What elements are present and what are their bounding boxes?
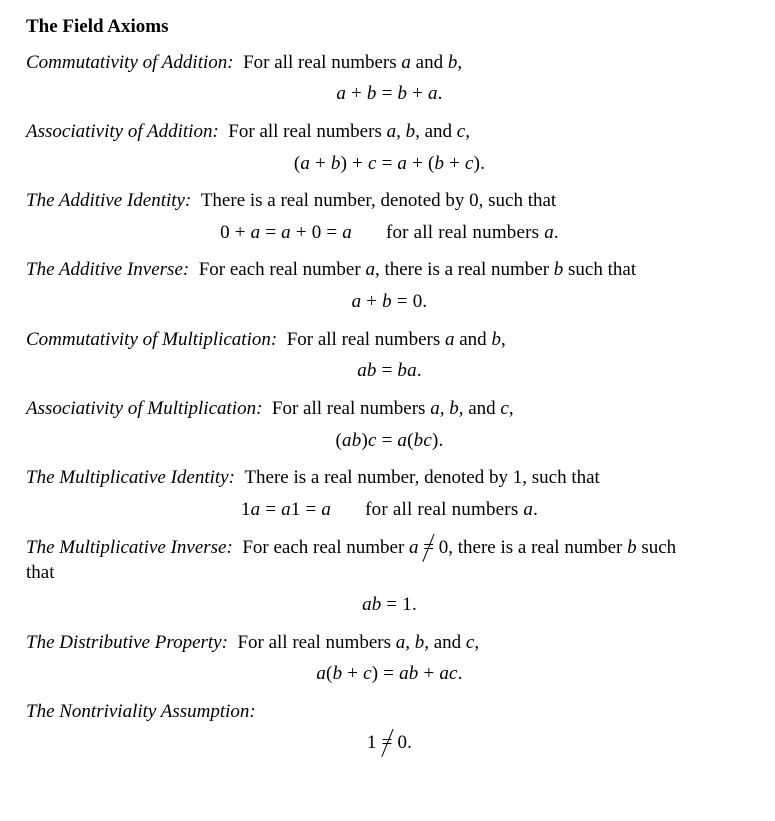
vars-abc: a, b, [430,398,463,419]
neq-symbol: = [382,730,393,756]
equation-assoc-mul: (ab)c = a(bc). [26,428,753,454]
axiom-desc-2: , there is a real number [375,259,549,280]
equation-comm-mul: ab = ba. [26,358,753,384]
axiom-desc-that: that [26,562,55,583]
axiom-name: The Multiplicative Identity: [26,467,235,488]
var-c: c [466,632,474,653]
equation-nontrivial: 1 = 0. [26,730,753,756]
var-b: b [491,329,501,350]
axiom-name: The Additive Identity: [26,190,191,211]
vars-abc: a, b, [387,121,420,142]
conj-and: and [434,632,461,653]
axiom-dist: The Distributive Property: For all real … [26,630,753,656]
axiom-desc: There is a real number, denoted by 0, su… [201,190,556,211]
equation-assoc-add: (a + b) + c = a + (b + c). [26,151,753,177]
var-c: c [457,121,465,142]
conj-and: and [468,398,495,419]
axiom-name: Commutativity of Addition: [26,52,234,73]
axiom-desc-1: For each real number [199,259,361,280]
var-b: b [627,537,637,558]
axiom-desc: For all real numbers [228,121,382,142]
axiom-mul-id: The Multiplicative Identity: There is a … [26,465,753,491]
axiom-nontrivial: The Nontriviality Assumption: [26,699,753,725]
var-a: a [445,329,455,350]
axiom-name: The Distributive Property: [26,632,228,653]
axiom-comm-add: Commutativity of Addition: For all real … [26,50,753,76]
axiom-desc-3: such that [568,259,636,280]
axiom-name: The Additive Inverse: [26,259,189,280]
var-b: b [554,259,564,280]
axiom-name: The Multiplicative Inverse: [26,537,233,558]
axiom-desc: For all real numbers [272,398,426,419]
axiom-mul-inv: The Multiplicative Inverse: For each rea… [26,535,753,586]
var-a: a [409,537,419,558]
equation-dist: a(b + c) = ab + ac. [26,661,753,687]
equation-add-id: 0 + a = a + 0 = afor all real numbers a. [26,220,753,246]
var-b: b [448,52,458,73]
equation-add-inv: a + b = 0. [26,289,753,315]
axiom-desc: For all real numbers [243,52,397,73]
conj-and: and [416,52,443,73]
axiom-name: Commutativity of Multiplication: [26,329,277,350]
axiom-desc: There is a real number, denoted by 1, su… [244,467,599,488]
neq-symbol: = [423,535,434,561]
page-title: The Field Axioms [26,14,753,40]
axiom-desc: For all real numbers [237,632,391,653]
axiom-desc-3: such [641,537,676,558]
axiom-add-inv: The Additive Inverse: For each real numb… [26,257,753,283]
equation-comm-add: a + b = b + a. [26,81,753,107]
conj-and: and [425,121,452,142]
var-a: a [401,52,411,73]
equation-mul-inv: ab = 1. [26,592,753,618]
axiom-add-id: The Additive Identity: There is a real n… [26,188,753,214]
axiom-name: Associativity of Multiplication: [26,398,262,419]
axiom-desc: For all real numbers [287,329,441,350]
axiom-assoc-add: Associativity of Addition: For all real … [26,119,753,145]
axiom-desc-zero: 0, there is a real number [439,537,623,558]
conj-and: and [459,329,486,350]
var-c: c [500,398,508,419]
axiom-name: Associativity of Addition: [26,121,219,142]
vars-abc: a, b, [396,632,429,653]
axiom-comm-mul: Commutativity of Multiplication: For all… [26,327,753,353]
equation-mul-id: 1a = a1 = afor all real numbers a. [26,497,753,523]
var-a: a [365,259,375,280]
axiom-assoc-mul: Associativity of Multiplication: For all… [26,396,753,422]
axiom-desc-1: For each real number [242,537,404,558]
axiom-name: The Nontriviality Assumption: [26,701,256,722]
